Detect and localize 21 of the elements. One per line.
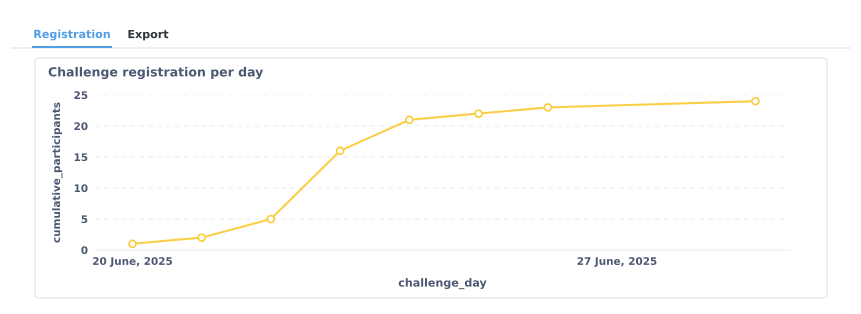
y-axis-title: cumulative_participants xyxy=(52,102,62,243)
point xyxy=(266,214,276,224)
y-tick-label: 25 xyxy=(74,91,88,100)
y-tick-label: 0 xyxy=(81,246,88,254)
x-tick-label: 20 June, 2025 xyxy=(93,257,172,267)
y-tick-label: 20 xyxy=(74,122,88,130)
point xyxy=(543,103,552,112)
chart-title: Challenge registration per day xyxy=(48,66,264,80)
point xyxy=(336,146,344,156)
x-axis-title: challenge_day xyxy=(398,278,487,290)
point xyxy=(474,109,483,118)
text: Registration xyxy=(34,30,110,40)
x-tick-label: 27 June, 2025 xyxy=(578,257,656,267)
point xyxy=(751,96,760,106)
text: Export xyxy=(128,30,168,40)
point xyxy=(128,239,137,248)
point xyxy=(197,233,206,242)
y-tick-label: 15 xyxy=(74,153,88,162)
y-tick-label: 10 xyxy=(74,184,88,192)
point xyxy=(404,115,414,124)
y-tick-label: 5 xyxy=(82,215,88,224)
